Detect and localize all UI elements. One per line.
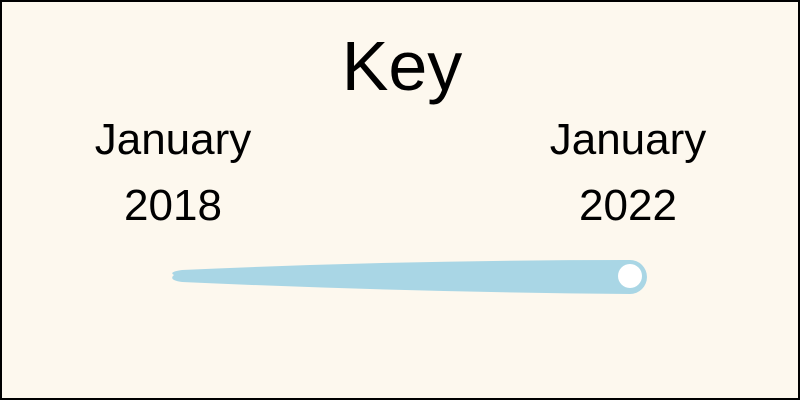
end-year: 2022 [579,181,677,230]
key-title: Key [341,27,463,105]
time-trail [172,260,647,294]
start-year: 2018 [124,181,222,230]
time-trail-end-dot [618,264,642,288]
end-month: January [549,115,707,164]
start-month: January [94,115,252,164]
end-date-label: January 2022 [508,107,748,239]
start-date-label: January 2018 [53,107,293,239]
